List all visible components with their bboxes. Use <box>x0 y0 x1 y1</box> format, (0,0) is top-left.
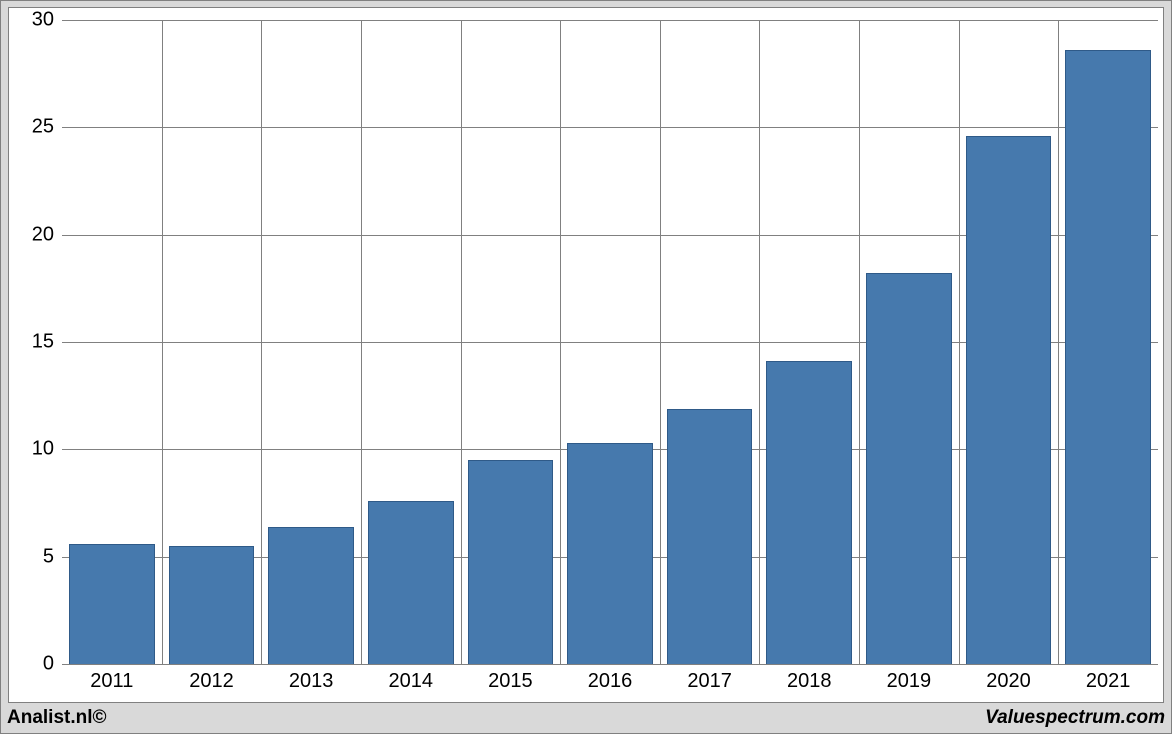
x-axis-tick-label: 2012 <box>189 670 234 693</box>
y-axis-tick-label: 15 <box>32 331 54 354</box>
bar <box>1065 50 1151 664</box>
x-axis-tick-label: 2016 <box>588 670 633 693</box>
x-axis-tick-label: 2019 <box>887 670 932 693</box>
x-axis-tick-label: 2021 <box>1086 670 1131 693</box>
bar <box>368 501 454 664</box>
chart-inner-frame: 0 5 10 15 20 25 30 2011 2012 2013 2014 2015 2016 2017… <box>8 7 1164 703</box>
chart-outer-frame: 0 5 10 15 20 25 30 2011 2012 2013 2014 2015 2016 2017… <box>0 0 1172 734</box>
grid-line-horizontal <box>62 20 1158 21</box>
y-axis-tick-label: 25 <box>32 116 54 139</box>
bar <box>468 460 554 664</box>
grid-line-vertical <box>959 20 960 664</box>
bar <box>567 443 653 664</box>
y-axis-tick-label: 20 <box>32 223 54 246</box>
grid-line-vertical <box>261 20 262 664</box>
bar <box>766 361 852 664</box>
bar <box>169 546 255 664</box>
bar <box>866 273 952 664</box>
y-axis-tick-label: 30 <box>32 9 54 32</box>
x-axis-tick-label: 2017 <box>687 670 732 693</box>
x-axis-tick-label: 2014 <box>388 670 433 693</box>
plot-area: 0510152025302011201220132014201520162017… <box>62 20 1158 664</box>
x-axis-tick-label: 2018 <box>787 670 832 693</box>
x-axis-tick-label: 2013 <box>289 670 334 693</box>
bar <box>667 409 753 664</box>
grid-line-vertical <box>361 20 362 664</box>
x-axis-tick-label: 2011 <box>90 670 133 693</box>
grid-line-vertical <box>859 20 860 664</box>
grid-line-vertical <box>560 20 561 664</box>
y-axis-tick-label: 10 <box>32 438 54 461</box>
x-axis-tick-label: 2015 <box>488 670 533 693</box>
bar <box>69 544 155 664</box>
grid-line-vertical <box>162 20 163 664</box>
grid-line-vertical <box>1058 20 1059 664</box>
y-axis-tick-label: 5 <box>43 545 54 568</box>
bar <box>268 527 354 664</box>
x-axis-baseline <box>62 664 1158 665</box>
x-axis-tick-label: 2020 <box>986 670 1031 693</box>
footer-right-text: Valuespectrum.com <box>985 707 1165 729</box>
grid-line-vertical <box>461 20 462 664</box>
grid-line-vertical <box>759 20 760 664</box>
grid-line-vertical <box>660 20 661 664</box>
bar <box>966 136 1052 664</box>
footer-left-text: Analist.nl© <box>7 707 107 729</box>
y-axis-tick-label: 0 <box>43 653 54 676</box>
grid-line-horizontal <box>62 127 1158 128</box>
